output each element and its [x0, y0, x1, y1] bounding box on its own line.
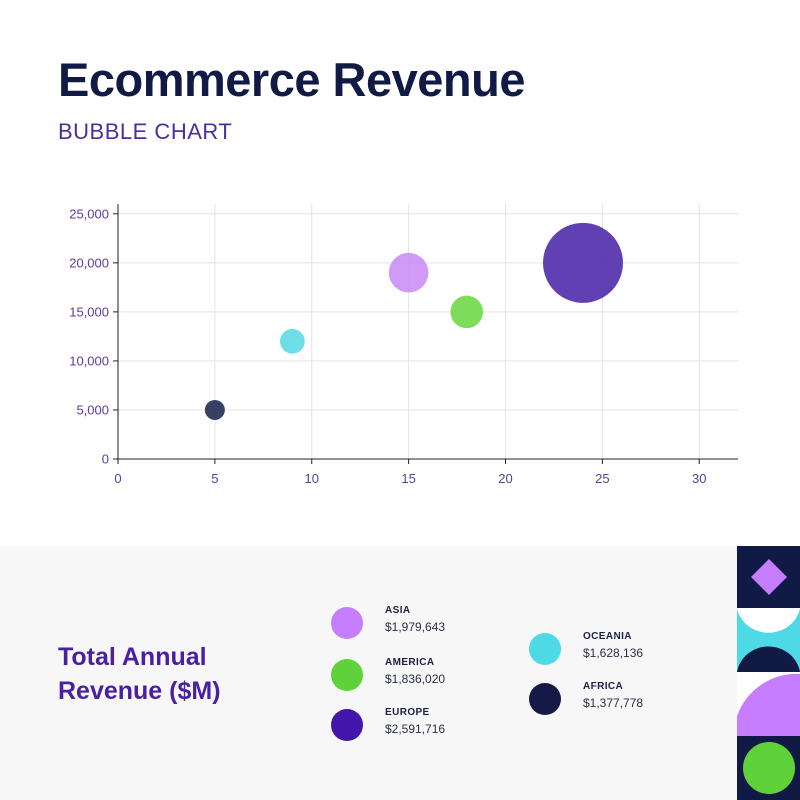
bubble-chart: 0 5,000 10,000 15,000 20,000 25,000 0 5 10 15 20 25… [0, 190, 800, 500]
bubble-america [450, 295, 484, 329]
y-tick-label: 0 [102, 452, 109, 467]
x-tick-label: 15 [401, 471, 415, 486]
decorative-shapes-svg [737, 546, 800, 800]
x-tick-label: 10 [305, 471, 319, 486]
legend-name: OCEANIA [583, 631, 632, 642]
total-revenue-label: Total Annual Revenue ($M) [58, 643, 221, 705]
legend-value: $1,628,136 [583, 646, 644, 660]
bubble-chart-svg: 0 5,000 10,000 15,000 20,000 25,000 0 5 10 15 20 25… [69, 204, 738, 486]
half-circle-navy-icon [737, 646, 800, 672]
y-tick-label: 10,000 [69, 353, 109, 368]
summary-panel: Total Annual Revenue ($M) ASIA $1,979,64… [0, 546, 737, 800]
legend-name: EUROPE [385, 707, 430, 718]
x-tick-label: 25 [595, 471, 609, 486]
legend-value: $1,836,020 [385, 672, 446, 686]
legend-name: AMERICA [385, 657, 435, 668]
legend-name: AFRICA [583, 681, 624, 692]
y-tick-label: 15,000 [69, 304, 109, 319]
africa-dot-icon [529, 683, 561, 715]
bubble-africa [204, 399, 225, 420]
page-title: Ecommerce Revenue [58, 53, 525, 106]
bubble-asia [388, 252, 429, 293]
legend-value: $1,979,643 [385, 620, 446, 634]
page-subtitle: BUBBLE CHART [58, 119, 233, 144]
x-tick-label: 0 [114, 471, 121, 486]
asia-dot-icon [331, 607, 363, 639]
decorative-shapes [737, 546, 800, 800]
bubble-oceania [279, 328, 305, 354]
bubble-europe [543, 222, 623, 303]
legend-name: ASIA [385, 605, 411, 616]
europe-dot-icon [331, 709, 363, 741]
x-tick-label: 5 [211, 471, 218, 486]
x-tick-label: 30 [692, 471, 706, 486]
diamond-icon [751, 559, 787, 595]
x-tick-label: 20 [498, 471, 512, 486]
quarter-circle-purple-icon [737, 673, 800, 736]
y-tick-label: 5,000 [76, 402, 109, 417]
oceania-dot-icon [529, 633, 561, 665]
america-dot-icon [331, 659, 363, 691]
legend-value: $2,591,716 [385, 722, 446, 736]
green-circle-icon [743, 742, 795, 794]
half-circle-white-icon [737, 608, 800, 633]
y-tick-label: 20,000 [69, 255, 109, 270]
y-tick-label: 25,000 [69, 206, 109, 221]
legend-value: $1,377,778 [583, 696, 644, 710]
